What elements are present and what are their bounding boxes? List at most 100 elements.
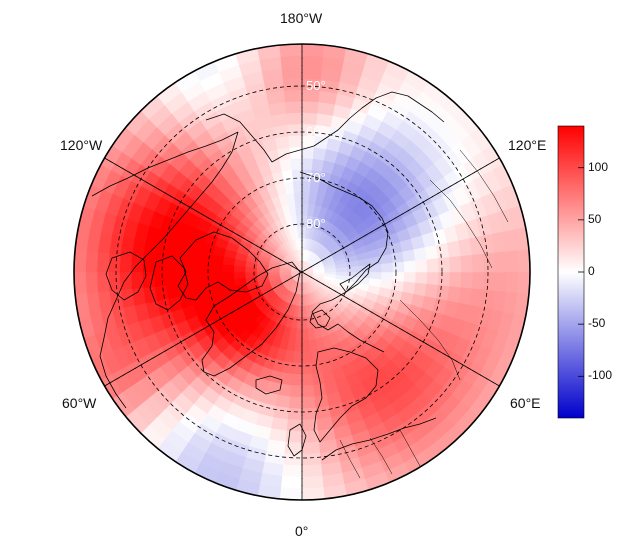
field-cell	[284, 430, 303, 444]
field-cell	[289, 385, 303, 398]
field-cell	[293, 191, 303, 205]
field-cell	[437, 271, 451, 287]
field-cell	[153, 271, 167, 287]
lon-label-lower-left: 60°W	[62, 395, 97, 411]
field-cell	[287, 123, 303, 137]
field-cell	[415, 259, 428, 273]
field-cell	[74, 271, 87, 295]
field-cell	[301, 317, 308, 330]
field-cell	[279, 487, 303, 500]
field-cell	[283, 441, 303, 455]
field-cell	[369, 263, 383, 273]
colorbar-tick-label: -50	[588, 316, 606, 331]
field-cell	[301, 55, 324, 69]
field-cell	[392, 271, 405, 283]
field-cell	[517, 249, 530, 273]
field-cell	[290, 157, 303, 171]
field-cell	[505, 250, 519, 273]
field-cell	[287, 407, 303, 421]
coastlines	[91, 91, 509, 479]
lon-label-upper-right: 120°E	[508, 137, 547, 153]
field-cell	[494, 251, 508, 273]
greenland-coast	[201, 261, 301, 377]
field-cell	[301, 453, 322, 467]
field-cell	[244, 271, 257, 278]
field-cell	[460, 271, 474, 290]
field-cell	[280, 475, 303, 489]
field-cell	[301, 305, 307, 318]
colorbar-tick-label: 50	[588, 211, 602, 226]
field-cell	[297, 226, 303, 239]
field-cell	[286, 419, 303, 432]
field-cell	[284, 100, 303, 114]
field-cell	[199, 271, 212, 283]
lon-label-bottom: 0°	[295, 523, 309, 539]
field-cell	[281, 464, 303, 478]
field-cell	[301, 441, 321, 455]
field-cell	[164, 258, 178, 273]
field-cell	[301, 487, 325, 500]
field-cell	[301, 396, 316, 410]
field-cell	[281, 66, 303, 80]
field-cell	[301, 157, 314, 171]
field-cell	[188, 281, 202, 295]
field-cell	[301, 112, 318, 125]
field-cell	[233, 271, 246, 280]
colorbar-ticks	[578, 167, 584, 377]
latitude-label: 50°	[306, 78, 326, 93]
canadian-archipelago-coast	[177, 231, 269, 301]
graticule	[104, 44, 500, 500]
meridian-line	[104, 157, 500, 387]
field-cell	[281, 169, 294, 183]
field-cell	[301, 146, 315, 159]
field-cell	[505, 271, 519, 294]
field-cell	[85, 271, 99, 294]
field-cell	[165, 283, 180, 300]
field-cell	[403, 271, 417, 284]
field-cell	[292, 180, 303, 193]
field-cell	[301, 44, 325, 57]
field-cell	[279, 44, 303, 57]
field-cell	[274, 394, 291, 409]
field-cell	[280, 55, 303, 69]
field-cell	[460, 254, 474, 273]
field-cell	[187, 260, 201, 273]
field-cell	[301, 475, 324, 489]
alaska-coast	[205, 113, 273, 163]
field-cell	[187, 271, 201, 284]
baffin-island-coast	[149, 255, 189, 311]
field-cell	[277, 146, 292, 161]
field-cell	[413, 247, 428, 262]
field-cell	[292, 351, 303, 364]
field-cell	[210, 271, 223, 282]
field-cell	[381, 271, 394, 282]
field-cell	[210, 262, 223, 273]
asia-borders	[399, 149, 509, 381]
field-cell	[282, 77, 303, 91]
map-border	[73, 43, 531, 501]
field-cell	[403, 260, 417, 273]
field-cell	[164, 271, 178, 286]
field-cell	[296, 214, 303, 227]
field-cell	[426, 258, 440, 273]
field-cell	[335, 267, 348, 273]
field-cell	[176, 259, 189, 273]
field-cell	[294, 203, 303, 216]
field-cell	[449, 271, 462, 288]
field-cell	[483, 252, 497, 273]
field-cell	[494, 271, 508, 293]
field-cell	[288, 134, 303, 148]
europe-coast	[321, 417, 437, 461]
field-cell	[286, 112, 303, 125]
latitude-label: 70°	[306, 170, 326, 185]
latitude-label: 60°	[306, 124, 326, 139]
latitude-label: 80°	[306, 216, 326, 231]
novaya-zemlya-coast	[339, 263, 371, 293]
colorbar-tick-label: 0	[588, 264, 595, 278]
field-cell	[426, 271, 440, 286]
field-cell	[221, 271, 235, 281]
field-cell	[301, 464, 323, 478]
field-cell	[424, 283, 439, 300]
